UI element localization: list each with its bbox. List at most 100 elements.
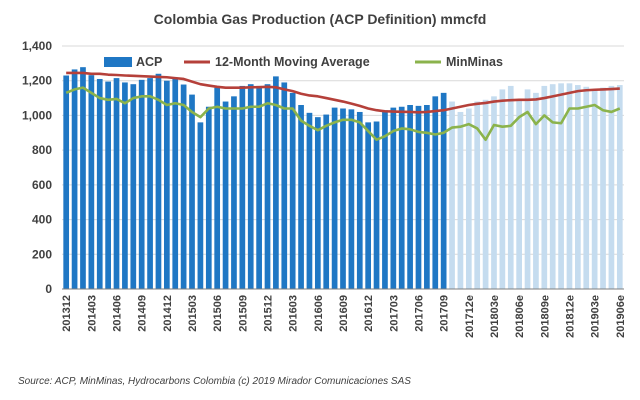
chart-title: Colombia Gas Production (ACP Definition)… [154,11,487,27]
bar-acp [214,87,221,289]
bar-acp-estimate [541,85,548,289]
x-tick-label: 201312 [61,295,73,332]
bar-acp [390,107,397,290]
legend-swatch-acp [104,57,132,67]
x-tick-label: 201906e [615,295,627,338]
x-tick-label: 201606 [313,295,325,332]
bar-acp [172,78,179,289]
bar-acp [96,78,103,289]
x-tick-label: 201812e [564,295,576,338]
x-tick-label: 201706 [413,295,425,332]
x-tick-label: 201509 [237,295,249,332]
x-tick-label: 201806e [514,295,526,338]
bar-acp [113,78,120,289]
x-tick-label: 201603 [288,295,300,332]
bar-acp [197,122,204,290]
bar-acp [314,117,321,289]
bar-acp [365,122,372,290]
bar-acp [432,96,439,289]
bar-acp [289,92,296,289]
bar-acp-estimate [600,87,606,289]
bar-acp [71,69,78,290]
bar-acp [373,121,380,289]
x-tick-label: 201712e [464,295,476,338]
legend: ACP 12-Month Moving Average MinMinas [104,55,503,69]
bar-acp-estimate [616,85,623,289]
bar-acp [222,101,229,289]
y-tick-label: 0 [45,282,52,296]
bar-acp [138,79,145,289]
x-tick-label: 201412 [162,295,174,332]
bar-acp [164,80,170,290]
bar-acp [348,109,355,289]
bar-acp [356,111,363,290]
bar-acp [155,73,162,290]
y-tick-label: 1,200 [22,74,52,88]
bar-acp [256,85,262,289]
x-tick-label: 201512 [263,295,275,332]
bar-acp [147,78,153,289]
bar-acp-estimate [465,108,472,290]
bar-acp [440,92,447,289]
bar-acp [231,96,237,289]
y-tick-label: 800 [32,143,52,157]
bar-acp-estimate [507,85,514,289]
bar-acp [205,106,212,289]
bar-acp-estimate [474,101,481,289]
x-tick-label: 201612 [363,295,375,332]
x-tick-label: 201506 [212,295,224,332]
line-minminas [65,86,621,142]
bar-acp-estimate [608,85,615,289]
source-note: Source: ACP, MinMinas, Hydrocarbons Colo… [18,376,411,387]
x-tick-label: 201503 [187,295,199,332]
bar-acp [189,94,195,289]
bar-acp-estimate [558,83,564,289]
bar-acp [273,76,279,290]
bar-acp-estimate [482,99,489,289]
bar-acp [298,105,304,289]
x-tick-label: 201409 [137,295,149,332]
bar-acp [239,85,246,289]
x-tick-label: 201406 [112,295,124,332]
bar-acp-estimate [583,86,590,289]
bar-acp [306,112,313,289]
bar-acp-estimate [491,96,497,289]
x-tick-label: 201403 [86,295,98,332]
bar-acp [105,81,111,289]
bar-acp-estimate [566,83,573,289]
x-axis-ticks: 201312 201403 201406 201409 201412 201503 2015… [61,295,627,338]
x-tick-label: 201609 [338,295,350,332]
y-tick-label: 400 [32,213,52,227]
x-tick-label: 201709 [439,295,451,332]
bar-acp [398,106,405,289]
bar-acp [247,84,254,289]
bar-acp [340,108,346,290]
bar-acp-estimate [549,84,556,289]
bar-acp [130,84,137,289]
bar-acp [323,114,330,289]
x-tick-label: 201809e [539,295,551,338]
bar-acp [415,105,422,289]
y-tick-label: 1,000 [22,108,52,122]
bar-acp-estimate [524,89,531,289]
bar-acp-estimate [457,111,464,290]
bar-acp-estimate [575,85,581,289]
bar-acp [264,84,271,289]
bar-acp-estimate [533,92,539,289]
x-tick-label: 201703 [388,295,400,332]
legend-label-moving-average: 12-Month Moving Average [215,55,370,69]
bar-acp [63,75,70,289]
bar-acp-estimate [499,89,506,289]
bar-acp [331,107,338,290]
bar-acp [424,105,430,289]
y-tick-label: 200 [32,247,52,261]
line-12-month-moving-average [66,71,620,114]
bar-acp-estimate [516,99,522,289]
bar-acp [180,84,187,289]
legend-label-minminas: MinMinas [446,55,503,69]
bar-acp [88,75,95,289]
y-tick-label: 1,400 [22,39,52,53]
x-tick-label: 201803e [489,295,501,338]
